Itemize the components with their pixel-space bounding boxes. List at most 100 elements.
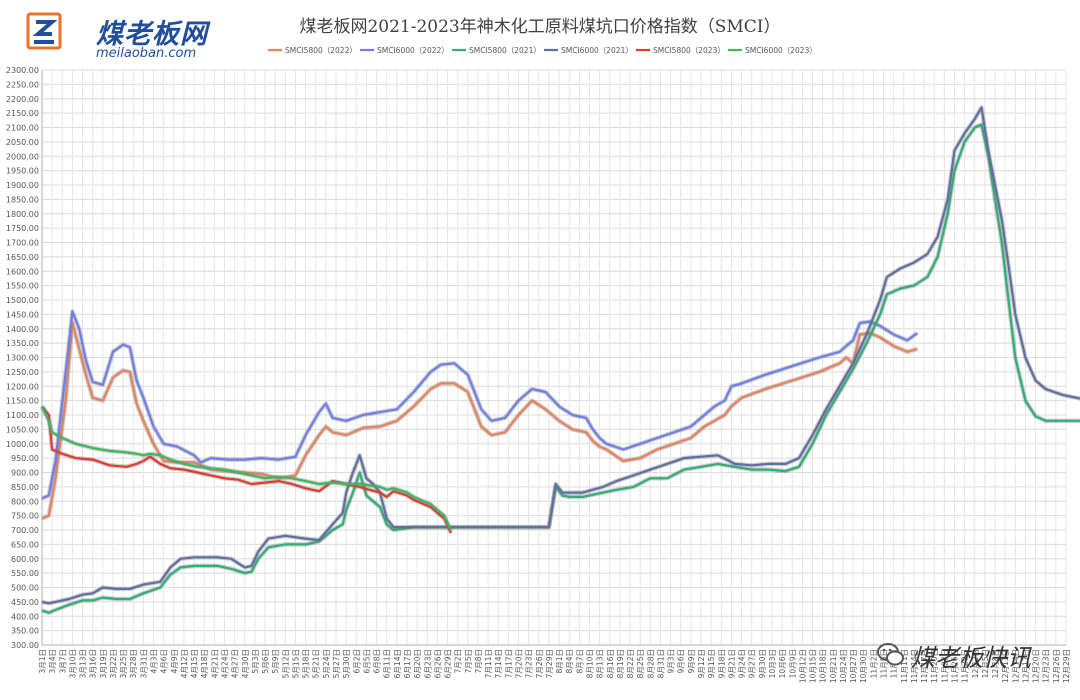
x-tick-label: 10月12日	[798, 649, 807, 683]
x-tick-label: 5月15日	[291, 649, 300, 678]
x-tick-label: 5月18日	[302, 649, 311, 678]
x-tick-label: 5月6日	[261, 649, 270, 674]
x-tick-label: 6月23日	[423, 649, 432, 678]
x-tick-label: 8月22日	[626, 649, 635, 678]
x-tick-label: 4月30日	[241, 649, 250, 678]
x-tick-label: 6月14日	[393, 649, 402, 678]
x-tick-label: 10月15日	[809, 649, 818, 683]
x-tick-label: 8月31日	[656, 649, 665, 678]
x-tick-label: 6月8日	[373, 649, 382, 674]
x-tick-label: 3月13日	[79, 649, 88, 678]
y-tick-label: 1850.00	[6, 195, 39, 204]
x-tick-label: 5月27日	[332, 649, 341, 678]
wechat-icon	[877, 643, 904, 666]
x-tick-label: 7月8日	[474, 649, 483, 674]
x-tick-label: 7月14日	[494, 649, 503, 678]
wechat-watermark: 煤老板快讯	[876, 638, 1066, 672]
y-tick-label: 1200.00	[6, 382, 39, 391]
x-tick-label: 9月9日	[687, 649, 696, 674]
x-tick-label: 9月12日	[697, 649, 706, 678]
y-tick-label: 2050.00	[6, 138, 39, 147]
y-tick-label: 750.00	[11, 512, 39, 521]
x-tick-label: 3月28日	[129, 649, 138, 678]
x-tick-label: 6月26日	[433, 649, 442, 678]
y-tick-label: 1150.00	[6, 397, 39, 406]
x-tick-label: 4月6日	[160, 649, 169, 674]
x-tick-label: 12月5日	[981, 649, 990, 678]
x-tick-label: 10月27日	[849, 649, 858, 683]
x-tick-label: 5月24日	[322, 649, 331, 678]
x-tick-label: 4月21日	[210, 649, 219, 678]
x-tick-label: 6月20日	[413, 649, 422, 678]
x-tick-label: 3月1日	[38, 649, 47, 674]
x-tick-label: 11月2日	[869, 649, 878, 678]
x-tick-label: 11月20日	[930, 649, 939, 683]
y-tick-label: 2300.00	[6, 66, 39, 75]
x-tick-label: 5月9日	[271, 649, 280, 674]
x-tick-label: 4月9日	[170, 649, 179, 674]
x-tick-label: 7月26日	[535, 649, 544, 678]
y-tick-label: 1800.00	[6, 210, 39, 219]
wechat-account-name: 煤老板快讯	[911, 644, 1031, 672]
y-tick-label: 300.00	[11, 641, 39, 650]
legend-label: SMCI5800（2022）	[285, 46, 357, 55]
y-tick-label: 2150.00	[6, 109, 39, 118]
x-tick-label: 7月29日	[545, 649, 554, 678]
x-tick-label: 9月27日	[748, 649, 757, 678]
series-line	[41, 321, 918, 520]
x-tick-label: 4月12日	[180, 649, 189, 678]
y-tick-label: 1700.00	[6, 239, 39, 248]
x-tick-label: 7月5日	[464, 649, 473, 674]
x-axis: 3月1日 3月4日 3月7日 3月10日 3月13日 3月16日 3月19日 3月22日 3月2…	[38, 649, 1071, 683]
x-tick-label: 9月21日	[727, 649, 736, 678]
x-tick-label: 7月2日	[454, 649, 463, 674]
series-line	[41, 310, 918, 500]
x-tick-label: 8月1日	[555, 649, 564, 674]
y-tick-label: 450.00	[11, 598, 39, 607]
y-tick-label: 700.00	[11, 526, 39, 535]
x-tick-label: 11月17日	[920, 649, 929, 683]
x-tick-label: 5月30日	[342, 649, 351, 678]
y-tick-label: 900.00	[11, 469, 39, 478]
x-tick-label: 10月21日	[829, 649, 838, 683]
x-tick-label: 11月11日	[900, 649, 909, 683]
x-tick-label: 4月15日	[190, 649, 199, 678]
x-tick-label: 11月23日	[940, 649, 949, 683]
x-tick-label: 12月20日	[1032, 649, 1041, 683]
x-tick-label: 7月20日	[515, 649, 524, 678]
x-tick-label: 6月5日	[362, 649, 371, 674]
x-tick-label: 10月24日	[839, 649, 848, 683]
y-tick-label: 1050.00	[6, 425, 39, 434]
series-line	[41, 405, 452, 531]
y-tick-label: 1400.00	[6, 325, 39, 334]
x-tick-label: 10月18日	[819, 649, 828, 683]
legend-label: SMCI6000（2021）	[561, 46, 633, 55]
x-tick-label: 4月3日	[150, 649, 159, 674]
legend-label: SMCI6000（2023）	[745, 46, 817, 55]
x-tick-label: 12月17日	[1021, 649, 1030, 683]
x-tick-label: 8月19日	[616, 649, 625, 678]
y-tick-label: 1900.00	[6, 181, 39, 190]
x-tick-label: 8月13日	[596, 649, 605, 678]
x-tick-label: 9月18日	[717, 649, 726, 678]
y-tick-label: 1950.00	[6, 167, 39, 176]
y-tick-label: 2000.00	[6, 152, 39, 161]
x-tick-label: 9月6日	[677, 649, 686, 674]
y-tick-label: 650.00	[11, 540, 39, 549]
x-tick-label: 10月6日	[778, 649, 787, 678]
x-tick-label: 12月23日	[1042, 649, 1051, 683]
chart-title: 煤老板网2021-2023年神木化工原料煤坑口价格指数（SMCI）	[299, 17, 781, 37]
y-tick-label: 350.00	[11, 627, 39, 636]
series-line	[41, 405, 452, 534]
x-tick-label: 12月11日	[1001, 649, 1010, 683]
x-tick-label: 9月30日	[758, 649, 767, 678]
x-tick-label: 5月12日	[281, 649, 290, 678]
y-tick-label: 400.00	[11, 612, 39, 621]
chart-series	[39, 105, 1080, 616]
y-tick-label: 550.00	[11, 569, 39, 578]
x-tick-label: 3月4日	[48, 649, 57, 674]
x-tick-label: 5月21日	[312, 649, 321, 678]
x-tick-label: 8月16日	[606, 649, 615, 678]
y-tick-label: 1750.00	[6, 224, 39, 233]
